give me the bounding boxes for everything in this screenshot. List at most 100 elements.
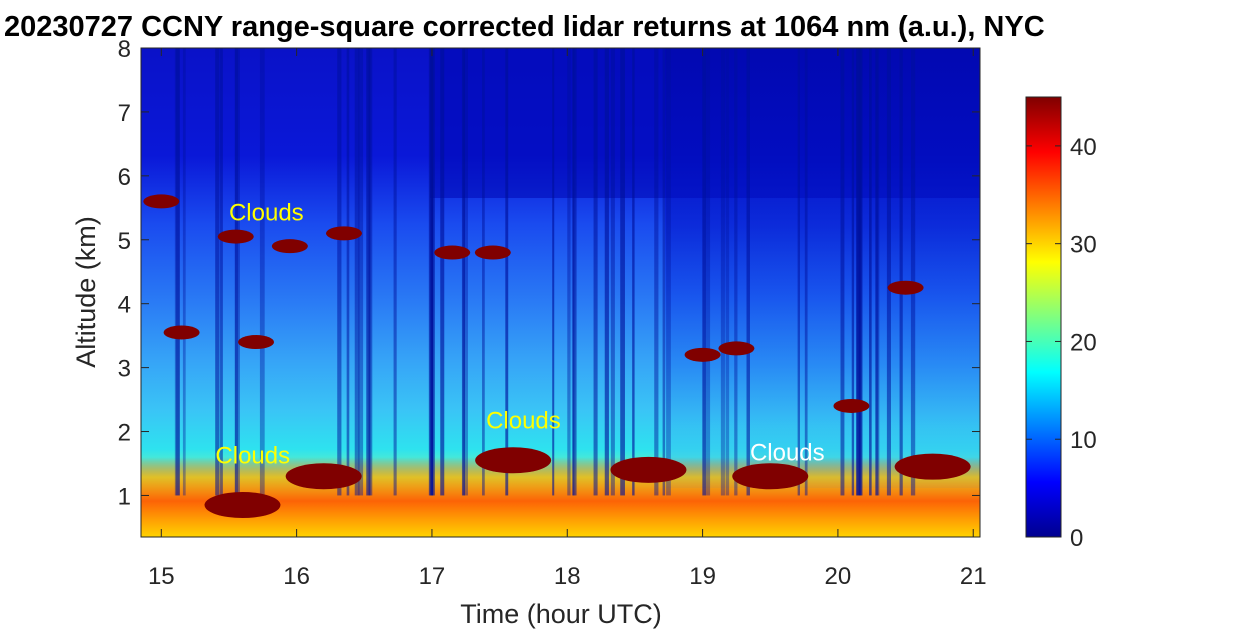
signal-dropout-stripes	[174, 48, 916, 496]
dropout-stripe	[856, 48, 861, 496]
dropout-stripe	[899, 48, 903, 496]
dropout-stripe	[875, 48, 880, 496]
dropout-stripe	[337, 48, 342, 496]
cloud-mark	[325, 226, 362, 241]
colorbar-tick-label: 30	[1070, 232, 1097, 259]
y-tick-label: 6	[118, 164, 131, 191]
y-tick-label: 2	[118, 420, 131, 447]
x-tick-label: 15	[148, 563, 175, 590]
dropout-stripe	[461, 48, 465, 496]
dropout-stripe	[804, 48, 808, 496]
dropout-stripe	[234, 48, 240, 496]
dropout-stripe	[875, 48, 879, 496]
dropout-stripe	[620, 48, 625, 496]
dropout-stripe	[851, 48, 855, 496]
dropout-stripe	[797, 48, 800, 496]
cloud-mark	[163, 325, 200, 340]
colorbar	[1025, 96, 1062, 538]
dropout-stripe	[463, 48, 468, 496]
cloud-annotation: Clouds	[229, 200, 304, 227]
cloud-mark	[474, 245, 511, 260]
cloud-mark	[475, 447, 552, 474]
y-tick-label: 7	[118, 100, 131, 127]
plot-frame	[140, 47, 981, 538]
x-tick-label: 17	[419, 563, 446, 590]
dropout-stripe	[174, 48, 180, 496]
dropout-stripe	[858, 48, 863, 496]
dropout-stripe	[702, 48, 706, 496]
layer-marks	[141, 457, 980, 537]
dropout-stripe	[886, 48, 891, 496]
cloud-mark	[610, 456, 687, 483]
dropout-stripe	[573, 48, 577, 496]
y-tick-label: 3	[118, 356, 131, 383]
x-axis-ticks: 15 16 17 18 19 20 21	[148, 48, 987, 590]
cloud-mark	[434, 245, 471, 260]
dropout-stripe	[666, 48, 671, 496]
dropout-stripe	[182, 48, 186, 496]
cloud-marks	[143, 194, 971, 519]
colorbar-tick-label: 0	[1070, 525, 1083, 552]
dropout-stripe	[720, 48, 725, 496]
x-tick-label: 16	[283, 563, 310, 590]
right-clean-region	[665, 48, 980, 488]
cloud-mark	[285, 463, 362, 490]
y-axis-label: Altitude (km)	[71, 216, 101, 368]
cloud-mark	[143, 194, 180, 209]
dropout-stripe	[393, 48, 397, 496]
dropout-stripe	[431, 48, 435, 496]
dropout-stripe	[215, 48, 220, 496]
colorbar-tick-label: 20	[1070, 329, 1097, 356]
dropout-stripe	[725, 48, 730, 496]
dropout-stripe	[354, 48, 360, 496]
y-tick-label: 1	[118, 483, 131, 510]
x-axis-label: Time (hour UTC)	[460, 599, 662, 629]
cloud-mark	[217, 229, 254, 244]
y-axis-ticks: 1 2 3 4 5 6 7 8	[118, 36, 980, 510]
dropout-stripe	[429, 48, 434, 496]
dropout-stripe	[593, 48, 598, 496]
x-tick-label: 20	[825, 563, 852, 590]
dropout-stripe	[176, 48, 180, 496]
cloud-mark	[833, 398, 870, 413]
dropout-stripe	[654, 48, 659, 496]
y-tick-label: 4	[118, 292, 131, 319]
dropout-stripe	[610, 48, 615, 496]
dropout-stripe	[552, 48, 555, 496]
colorbar-ticks: 0 10 20 30 40	[1026, 134, 1097, 552]
cloud-mark	[238, 335, 275, 350]
x-tick-label: 19	[689, 563, 716, 590]
dropout-stripe	[662, 48, 666, 496]
cloud-mark	[204, 492, 281, 519]
cloud-annotation: Clouds	[750, 439, 825, 466]
dropout-stripe	[567, 48, 571, 496]
x-tick-label: 18	[554, 563, 581, 590]
dropout-stripe	[869, 48, 872, 496]
y-tick-label: 8	[118, 36, 131, 63]
dropout-stripe	[910, 48, 916, 496]
dropout-stripe	[746, 48, 750, 496]
colorbar-tick-label: 40	[1070, 134, 1097, 161]
dropout-stripe	[234, 48, 239, 496]
cloud-mark	[732, 463, 809, 490]
dropout-stripe	[220, 48, 223, 496]
boundary-layer-band	[141, 457, 980, 537]
dropout-stripe	[366, 48, 371, 496]
cloud-mark	[887, 280, 924, 295]
cloud-mark	[684, 347, 721, 362]
dropout-stripe	[705, 48, 711, 496]
cloud-annotations: Clouds Clouds Clouds Clouds	[215, 200, 824, 470]
dropout-stripe	[505, 48, 509, 496]
cloud-mark	[718, 341, 755, 356]
colorbar-tick-label: 10	[1070, 427, 1097, 454]
dropout-stripe	[482, 48, 485, 496]
dropout-stripe	[632, 48, 635, 496]
dropout-stripe	[604, 48, 609, 496]
y-tick-label: 5	[118, 228, 131, 255]
cloud-mark	[894, 453, 971, 480]
cloud-mark	[271, 239, 308, 254]
dropout-stripe	[734, 48, 738, 496]
cloud-annotation: Clouds	[486, 407, 561, 434]
dropout-stripe	[346, 48, 350, 496]
